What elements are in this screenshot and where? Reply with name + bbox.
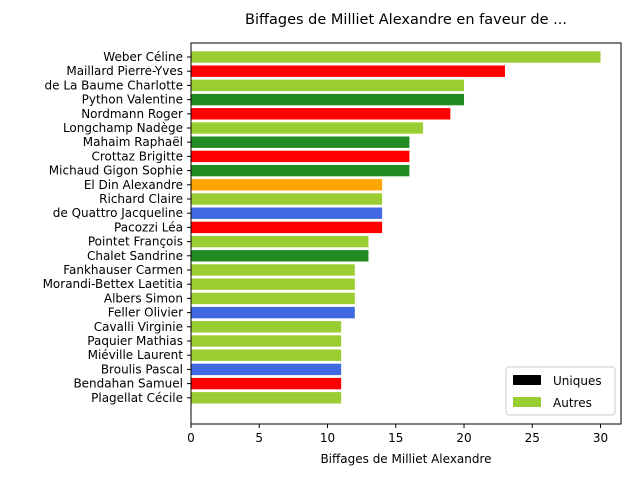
bar <box>191 363 342 376</box>
bar <box>191 235 369 248</box>
chart-title: Biffages de Milliet Alexandre en faveur … <box>245 12 567 28</box>
bar <box>191 306 355 319</box>
x-ticks: 0 5 10 15 20 25 30 <box>187 424 608 445</box>
y-tick-label: Pacozzi Léa <box>114 220 183 234</box>
y-tick-label: Bendahan Samuel <box>73 377 183 391</box>
x-tick-label: 20 <box>456 431 471 445</box>
y-tick-label: Chalet Sandrine <box>87 249 183 263</box>
bar <box>191 207 383 219</box>
legend-swatch-uniques <box>513 375 541 385</box>
bar <box>191 193 383 205</box>
x-axis-label: Biffages de Milliet Alexandre <box>320 452 491 466</box>
bar <box>191 164 410 177</box>
legend: Uniques Autres <box>505 366 616 416</box>
x-tick-label: 15 <box>388 431 403 445</box>
y-tick-label: Crottaz Brigitte <box>91 149 183 163</box>
x-tick-label: 5 <box>255 431 263 445</box>
bar <box>191 392 342 404</box>
bar <box>191 108 451 120</box>
bar <box>191 377 342 390</box>
bar <box>191 136 410 148</box>
bar <box>191 65 505 77</box>
y-tick-label: Richard Claire <box>99 192 183 206</box>
y-tick-label: Miéville Laurent <box>88 348 184 362</box>
x-tick-label: 25 <box>525 431 540 445</box>
bar <box>191 51 601 63</box>
y-tick-label: Mahaim Raphaël <box>83 135 183 149</box>
bar <box>191 278 355 290</box>
legend-swatch-autres <box>513 397 541 407</box>
y-tick-label: Longchamp Nadège <box>63 121 183 135</box>
y-tick-label: Python Valentine <box>82 93 183 107</box>
x-tick-label: 10 <box>320 431 335 445</box>
y-tick-label: de La Baume Charlotte <box>45 78 184 92</box>
bar <box>191 292 355 305</box>
y-tick-label: Albers Simon <box>104 291 183 305</box>
y-tick-label: Broulis Pascal <box>101 362 183 376</box>
y-tick-label: Weber Céline <box>103 50 183 64</box>
y-tick-label: Plagellat Cécile <box>91 391 183 405</box>
bar <box>191 321 342 333</box>
bar <box>191 79 465 92</box>
y-tick-label: Cavalli Virginie <box>94 320 183 334</box>
bar <box>191 179 383 191</box>
bar <box>191 250 369 262</box>
y-tick-label: Fankhauser Carmen <box>63 263 183 277</box>
bar <box>191 335 342 347</box>
legend-label-autres: Autres <box>553 396 592 410</box>
y-tick-label: Michaud Gigon Sophie <box>49 164 183 178</box>
y-tick-label: Nordmann Roger <box>81 107 183 121</box>
bar <box>191 122 424 134</box>
x-tick-label: 0 <box>187 431 195 445</box>
y-tick-label: El Din Alexandre <box>84 178 183 192</box>
x-tick-label: 30 <box>593 431 608 445</box>
axes-frame <box>190 42 622 425</box>
legend-label-uniques: Uniques <box>553 374 602 388</box>
y-tick-label: Pointet François <box>88 235 183 249</box>
bar <box>191 221 383 234</box>
bar <box>191 150 410 163</box>
y-tick-label: Paquier Mathias <box>87 334 183 348</box>
y-tick-label: Maillard Pierre-Yves <box>66 64 183 78</box>
bars <box>191 51 601 404</box>
bar <box>191 349 342 361</box>
y-tick-label: Morandi-Bettex Laetitia <box>43 277 183 291</box>
y-tick-label: de Quattro Jacqueline <box>53 206 183 220</box>
bar <box>191 93 465 106</box>
y-tick-label: Feller Olivier <box>108 306 183 320</box>
bar <box>191 264 355 276</box>
